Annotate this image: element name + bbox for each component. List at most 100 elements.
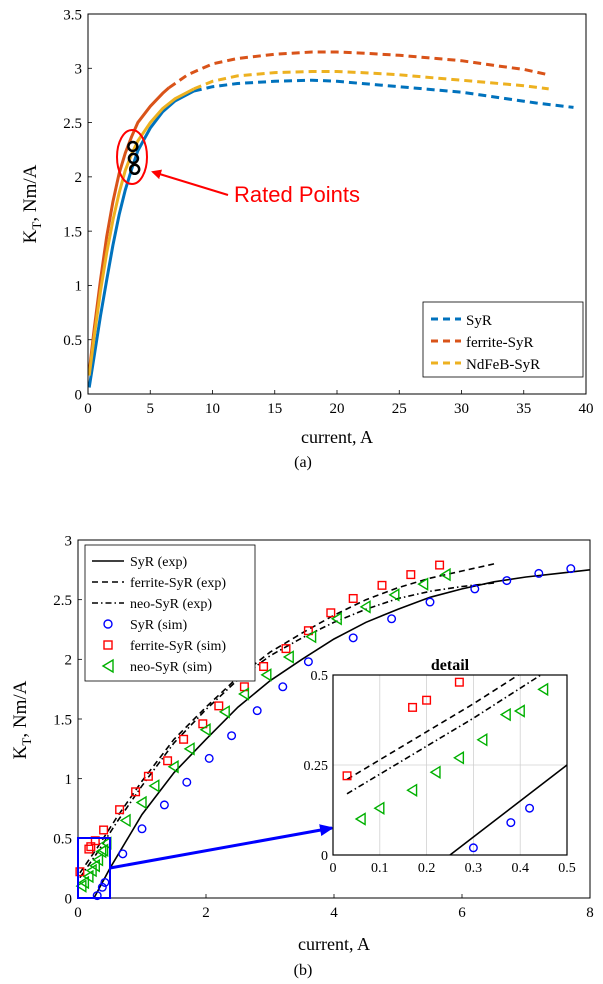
b-marker-2 bbox=[97, 843, 109, 858]
b-marker-1 bbox=[348, 593, 358, 603]
a-x-tick-label: 35 bbox=[516, 401, 531, 417]
b-marker-2 bbox=[282, 650, 294, 664]
b-marker-0 bbox=[182, 777, 192, 787]
b-inset: 0 0.1 0.2 0.3 0.4 0.5 0 0.25 0.5 detail bbox=[304, 657, 576, 876]
inset-marker-0 bbox=[468, 843, 478, 853]
b-marker-0 bbox=[470, 584, 480, 594]
inset-x-tick-label: 0.5 bbox=[558, 861, 576, 876]
a-rated-point bbox=[127, 140, 139, 153]
a-y-tick-label: 2 bbox=[75, 170, 83, 186]
a-legend: SyR ferrite-SyR NdFeB-SyR bbox=[422, 301, 584, 378]
svg-text:NdFeB-SyR: NdFeB-SyR bbox=[466, 357, 540, 373]
inset-marker-2 bbox=[429, 765, 441, 779]
b-marker-2 bbox=[199, 722, 211, 737]
svg-text:SyR (sim): SyR (sim) bbox=[130, 618, 188, 633]
b-marker-1 bbox=[99, 825, 109, 835]
b-marker-0 bbox=[97, 882, 107, 892]
b-marker-0 bbox=[252, 706, 262, 716]
inset-y-tick-label: 0 bbox=[321, 849, 328, 864]
a-x-tick-label: 5 bbox=[147, 401, 155, 417]
b-marker-0 bbox=[137, 824, 147, 834]
inset-marker-0 bbox=[525, 803, 535, 813]
a-x-tick-label: 25 bbox=[392, 401, 407, 417]
a-series-lines bbox=[88, 50, 574, 388]
a-x-tick-label: 20 bbox=[330, 401, 345, 417]
b-marker-1 bbox=[84, 844, 94, 854]
inset-line-0 bbox=[449, 764, 567, 855]
b-exp-lines bbox=[79, 563, 590, 898]
b-x-tick-label: 6 bbox=[458, 905, 466, 921]
a-x-tick-label: 15 bbox=[267, 401, 282, 417]
b-marker-2 bbox=[260, 668, 272, 682]
inset-marker-2 bbox=[537, 682, 549, 697]
inset-title: detail bbox=[431, 657, 470, 674]
b-marker-1 bbox=[281, 644, 291, 654]
a-x-tick-label: 0 bbox=[84, 401, 92, 417]
a-x-axis-label: current, A bbox=[301, 427, 373, 447]
inset-marker-0 bbox=[506, 818, 516, 828]
b-legend-item-neo-exp: neo-SyR (exp) bbox=[92, 597, 212, 612]
inset-marker-2 bbox=[513, 704, 525, 718]
b-y-tick-label: 0.5 bbox=[53, 832, 72, 848]
svg-text:SyR: SyR bbox=[466, 313, 492, 329]
inset-marker-1 bbox=[422, 695, 432, 705]
inset-marker-2 bbox=[499, 707, 511, 722]
inset-y-tick-labels: 0 0.25 0.5 bbox=[304, 669, 329, 864]
a-y-tick-label: 3.5 bbox=[63, 7, 82, 23]
a-legend-item-ndfeb: NdFeB-SyR bbox=[431, 357, 540, 373]
inset-frame bbox=[332, 674, 568, 856]
b-marker-2 bbox=[78, 875, 90, 890]
a-plot-frame bbox=[87, 13, 587, 395]
svg-text:neo-SyR (exp): neo-SyR (exp) bbox=[130, 597, 212, 612]
a-x-tick-label: 40 bbox=[579, 401, 594, 417]
svg-text:neo-SyR (sim): neo-SyR (sim) bbox=[130, 660, 212, 675]
a-x-tick-labels: 0 5 10 15 20 25 30 35 40 bbox=[84, 390, 594, 417]
inset-x-tick-label: 0.4 bbox=[511, 861, 529, 876]
b-marker-0 bbox=[348, 633, 358, 643]
b-marker-1 bbox=[259, 661, 269, 671]
a-y-tick-label: 2.5 bbox=[63, 116, 82, 132]
b-marker-1 bbox=[163, 756, 173, 766]
b-y-tick-label: 1 bbox=[65, 772, 73, 788]
b-plot-frame bbox=[77, 539, 591, 899]
a-x-tick-label: 30 bbox=[454, 401, 469, 417]
b-marker-1 bbox=[326, 608, 336, 618]
a-series-solid-2 bbox=[88, 87, 195, 376]
b-x-axis-label: current, A bbox=[298, 934, 370, 954]
b-marker-1 bbox=[90, 836, 100, 846]
b-marker-2 bbox=[417, 577, 429, 591]
inset-marker-1 bbox=[408, 702, 418, 712]
a-rated-point bbox=[127, 152, 140, 165]
b-y-tick-labels: 0 0.5 1 1.5 2 2.5 3 bbox=[53, 533, 82, 907]
inset-marker-2 bbox=[453, 751, 465, 765]
b-marker-1 bbox=[406, 570, 416, 580]
inset-x-tick-label: 0.2 bbox=[418, 861, 436, 876]
inset-x-tick-label: 0 bbox=[330, 861, 337, 876]
b-marker-0 bbox=[566, 564, 576, 574]
b-legend-item-syr-sim: SyR (sim) bbox=[103, 618, 188, 633]
b-x-tick-label: 8 bbox=[586, 905, 594, 921]
chart-b: 0 2 4 6 8 0 0.5 1 1.5 2 2.5 3 SyR (exp) ferrite-Sy… bbox=[10, 533, 594, 979]
b-marker-2 bbox=[88, 859, 100, 873]
b-marker-0 bbox=[278, 682, 288, 692]
b-sim-markers bbox=[75, 560, 576, 901]
inset-marker-1 bbox=[342, 771, 352, 781]
a-rated-point bbox=[128, 163, 141, 176]
b-x-tick-label: 0 bbox=[74, 905, 82, 921]
b-marker-0 bbox=[92, 891, 102, 901]
a-y-tick-label: 1.5 bbox=[63, 224, 82, 240]
b-y-axis-label: KT, Nm/A bbox=[10, 680, 34, 759]
b-y-tick-label: 0 bbox=[65, 891, 73, 907]
b-marker-1 bbox=[435, 560, 445, 570]
a-legend-item-syr: SyR bbox=[431, 313, 492, 329]
b-marker-2 bbox=[183, 742, 195, 756]
b-marker-0 bbox=[534, 568, 544, 578]
inset-marker-2 bbox=[406, 783, 418, 797]
b-marker-2 bbox=[238, 687, 250, 701]
b-marker-2 bbox=[388, 588, 400, 602]
b-marker-0 bbox=[227, 731, 237, 741]
b-marker-0 bbox=[502, 576, 512, 586]
b-legend-item-ferrite-exp: ferrite-SyR (exp) bbox=[92, 576, 226, 591]
a-series-dashed-0 bbox=[193, 78, 574, 109]
